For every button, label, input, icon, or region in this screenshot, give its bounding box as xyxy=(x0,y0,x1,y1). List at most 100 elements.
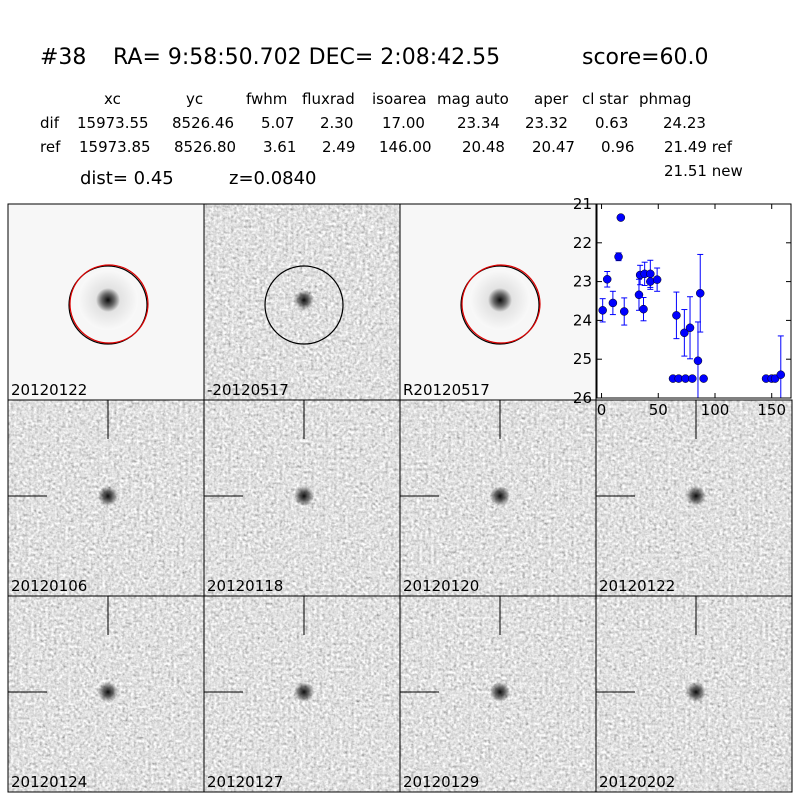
point xyxy=(602,275,612,284)
table-cell: 0.63 xyxy=(595,114,628,132)
source xyxy=(294,682,314,702)
light-curve: 21 22 23 24 25 26 0 50 100 150 xyxy=(573,195,792,419)
table-cell: 8526.80 xyxy=(174,138,236,156)
image-panel: -20120517 xyxy=(203,203,401,401)
table-cell: 8526.46 xyxy=(172,114,234,132)
panel-label: 20120202 xyxy=(599,773,675,791)
table-cell: ref xyxy=(40,138,61,156)
source xyxy=(686,486,706,506)
panel-label: -20120517 xyxy=(207,381,289,399)
dist: dist= 0.45 xyxy=(80,168,174,189)
plot-bg xyxy=(597,204,791,398)
column-header: xc xyxy=(104,90,121,108)
column-header: mag auto xyxy=(437,90,509,108)
plot-frame xyxy=(596,203,792,399)
aperture xyxy=(68,265,148,345)
y-tick-label: 21 xyxy=(573,195,592,213)
point xyxy=(672,311,681,320)
aperture xyxy=(460,265,540,345)
column-header: yc xyxy=(186,90,203,108)
y-tick-label: 23 xyxy=(573,273,592,291)
point xyxy=(619,307,629,316)
point xyxy=(614,252,623,262)
image-panel: 20120124 xyxy=(7,595,205,793)
point xyxy=(652,275,662,284)
table-cell: 23.34 xyxy=(457,114,500,132)
image-panel: 20120202 xyxy=(595,595,793,793)
column-header: aper xyxy=(534,90,569,108)
table-cell: 24.23 xyxy=(663,114,706,132)
object-id: #38 xyxy=(40,45,86,70)
table-cell: 23.32 xyxy=(525,114,568,132)
x-tick-label: 150 xyxy=(757,401,786,419)
panel-label: 20120124 xyxy=(11,773,87,791)
table-cell: 146.00 xyxy=(379,138,432,156)
aperture xyxy=(264,265,344,345)
point xyxy=(693,356,703,366)
image-panel: 20120106 xyxy=(7,399,205,597)
column-header: fluxrad xyxy=(302,90,355,108)
image-panel: 20120129 xyxy=(399,595,597,793)
panel-label: R20120517 xyxy=(403,381,490,399)
table-cell: 0.96 xyxy=(601,138,634,156)
column-header: fwhm xyxy=(246,90,287,108)
source xyxy=(490,486,510,506)
panel-label: 20120120 xyxy=(403,577,479,595)
source xyxy=(98,682,118,702)
source xyxy=(488,288,512,312)
table-cell: dif xyxy=(40,114,60,132)
score: score=60.0 xyxy=(582,45,709,70)
source xyxy=(96,288,120,312)
table-cell: 3.61 xyxy=(263,138,296,156)
coords: RA= 9:58:50.702 DEC= 2:08:42.55 xyxy=(113,45,500,70)
point xyxy=(776,370,786,379)
table-cell: 5.07 xyxy=(261,114,294,132)
redshift: z=0.0840 xyxy=(229,168,317,189)
source xyxy=(294,486,314,506)
table-cell: 2.49 xyxy=(322,138,355,156)
y-tick-label: 24 xyxy=(573,311,592,329)
table-cell: 2.30 xyxy=(320,114,353,132)
table-cell: 15973.55 xyxy=(77,114,149,132)
column-header: cl star xyxy=(582,90,629,108)
aperture-ref xyxy=(69,264,149,344)
point xyxy=(639,304,648,314)
image-panel: 20120122 xyxy=(595,399,793,597)
point xyxy=(699,374,708,383)
panel-label: 20120129 xyxy=(403,773,479,791)
point xyxy=(616,213,626,222)
source xyxy=(686,682,706,702)
point xyxy=(634,290,644,300)
phmag-new: 21.51 new xyxy=(664,162,743,180)
table-cell: 17.00 xyxy=(382,114,425,132)
column-header: isoarea xyxy=(372,90,427,108)
panel-label: 20120106 xyxy=(11,577,87,595)
x-tick-label: 50 xyxy=(649,401,668,419)
y-tick-label: 25 xyxy=(573,350,592,368)
point xyxy=(695,288,705,298)
table-cell: 20.47 xyxy=(532,138,575,156)
panel-label: 20120127 xyxy=(207,773,283,791)
y-tick-label: 22 xyxy=(573,234,592,252)
aperture-ref xyxy=(461,264,541,344)
source xyxy=(490,682,510,702)
panel-label: 20120122 xyxy=(599,577,675,595)
image-panel: 20120122 xyxy=(7,203,205,401)
table-cell: 21.49 ref xyxy=(664,138,733,156)
table-cell: 15973.85 xyxy=(79,138,151,156)
image-panel: 20120120 xyxy=(399,399,597,597)
table-cell: 20.48 xyxy=(462,138,505,156)
point xyxy=(685,323,695,333)
source xyxy=(98,486,118,506)
source xyxy=(294,290,314,310)
image-panel: R20120517 xyxy=(399,203,597,401)
image-panel: 20120118 xyxy=(203,399,401,597)
panel-label: 20120118 xyxy=(207,577,283,595)
x-tick-label: 0 xyxy=(597,401,607,419)
y-tick-label: 26 xyxy=(573,389,592,407)
point xyxy=(608,298,618,308)
panel-label: 20120122 xyxy=(11,381,87,399)
point xyxy=(598,306,607,315)
x-tick-label: 100 xyxy=(701,401,730,419)
